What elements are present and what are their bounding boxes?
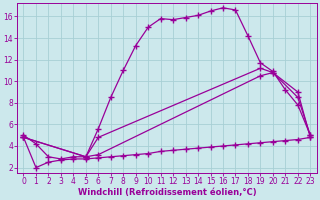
X-axis label: Windchill (Refroidissement éolien,°C): Windchill (Refroidissement éolien,°C) xyxy=(77,188,256,197)
